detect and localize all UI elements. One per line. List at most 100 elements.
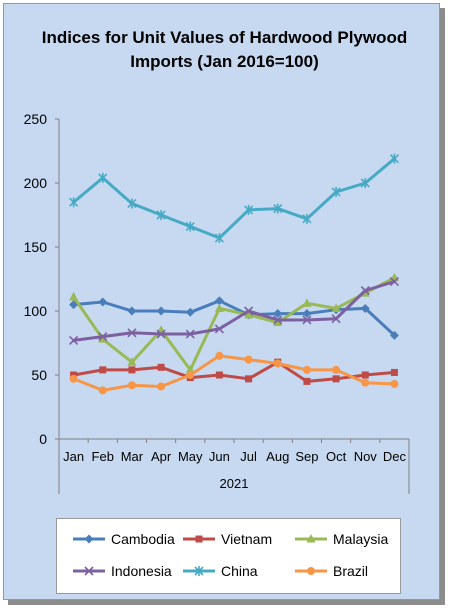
data-point-brazil bbox=[157, 382, 166, 391]
x-tick-label: Nov bbox=[354, 449, 378, 464]
data-point-cambodia bbox=[389, 330, 399, 340]
data-point-indonesia bbox=[360, 285, 370, 296]
data-point-indonesia bbox=[69, 335, 79, 346]
legend-swatch-indonesia bbox=[73, 566, 105, 576]
data-point-cambodia bbox=[273, 309, 283, 319]
x-tick-label: Jul bbox=[240, 449, 257, 464]
data-point-indonesia bbox=[185, 329, 195, 339]
data-point-indonesia bbox=[127, 328, 137, 338]
data-point-brazil bbox=[69, 374, 78, 383]
data-point-malaysia bbox=[331, 303, 341, 312]
legend-swatch-marker bbox=[306, 534, 316, 543]
legend-swatch-china bbox=[183, 566, 215, 576]
data-point-vietnam bbox=[361, 371, 369, 379]
legend-swatch-malaysia bbox=[295, 534, 327, 543]
data-point-brazil bbox=[332, 365, 341, 374]
legend-label: Vietnam bbox=[221, 531, 273, 547]
data-point-brazil bbox=[127, 381, 136, 390]
data-point-china bbox=[389, 153, 399, 164]
series-line-cambodia bbox=[72, 299, 396, 337]
data-point-cambodia bbox=[127, 306, 137, 316]
legend-label: Brazil bbox=[333, 563, 369, 579]
x-tick-label: Jan bbox=[63, 449, 84, 464]
legend-swatch-brazil bbox=[295, 567, 327, 575]
series-indonesia bbox=[69, 276, 399, 346]
data-point-indonesia bbox=[331, 314, 341, 324]
x-tick-label: May bbox=[178, 449, 203, 464]
data-point-china bbox=[302, 213, 312, 224]
x-tick-label: Jun bbox=[209, 449, 230, 464]
data-point-brazil bbox=[186, 371, 195, 379]
frame-shadow-right bbox=[440, 8, 445, 604]
legend-swatch-marker bbox=[84, 534, 94, 544]
x-tick-label: Mar bbox=[121, 449, 144, 464]
series-line-brazil bbox=[72, 354, 396, 392]
data-point-brazil bbox=[361, 378, 370, 387]
series-vietnam bbox=[70, 358, 398, 385]
data-point-cambodia bbox=[98, 297, 108, 307]
data-point-indonesia bbox=[156, 329, 166, 339]
data-point-cambodia bbox=[302, 309, 312, 319]
data-point-vietnam bbox=[390, 368, 398, 376]
y-tick-label: 250 bbox=[24, 111, 48, 127]
legend-label: Malaysia bbox=[333, 531, 389, 547]
data-point-indonesia bbox=[214, 324, 224, 334]
chart-title: Indices for Unit Values of Hardwood Plyw… bbox=[41, 28, 408, 71]
data-point-malaysia bbox=[185, 364, 195, 374]
data-point-malaysia bbox=[69, 291, 79, 301]
legend-swatch-cambodia bbox=[73, 534, 105, 544]
x-tick-label: Sep bbox=[295, 449, 318, 464]
data-point-indonesia bbox=[244, 306, 254, 316]
legend-item-vietnam: Vietnam bbox=[181, 529, 272, 549]
series-line-indonesia bbox=[72, 280, 396, 342]
y-tick-label: 50 bbox=[31, 367, 47, 383]
data-point-china bbox=[214, 233, 224, 244]
data-point-indonesia bbox=[98, 332, 108, 342]
data-point-china bbox=[185, 221, 195, 232]
y-tick-label: 0 bbox=[39, 431, 47, 447]
data-point-vietnam bbox=[128, 366, 136, 374]
data-point-vietnam bbox=[245, 375, 253, 383]
frame-shadow-bottom bbox=[8, 600, 445, 605]
data-point-china bbox=[244, 204, 254, 215]
series-line-vietnam bbox=[72, 360, 396, 383]
data-point-indonesia bbox=[273, 315, 283, 325]
y-tick-label: 150 bbox=[24, 239, 48, 255]
series-brazil bbox=[69, 351, 399, 395]
data-point-brazil bbox=[302, 365, 311, 374]
data-point-vietnam bbox=[99, 366, 107, 374]
data-point-indonesia bbox=[389, 276, 399, 287]
legend-item-malaysia: Malaysia bbox=[293, 529, 388, 549]
data-point-china bbox=[360, 178, 370, 188]
legend-swatch-marker bbox=[195, 535, 203, 543]
data-point-vietnam bbox=[303, 377, 311, 385]
data-point-china bbox=[331, 186, 341, 197]
data-point-brazil bbox=[273, 359, 282, 368]
data-point-malaysia bbox=[98, 334, 108, 343]
data-point-china bbox=[98, 172, 108, 183]
data-point-vietnam bbox=[157, 363, 165, 371]
legend-label: Cambodia bbox=[111, 531, 175, 547]
y-tick-label: 200 bbox=[24, 175, 48, 191]
x-tick-label: Aug bbox=[266, 449, 289, 464]
series-line-malaysia bbox=[72, 276, 396, 372]
data-point-malaysia bbox=[273, 317, 283, 327]
legend-label: China bbox=[221, 563, 258, 579]
x-tick-label: Dec bbox=[383, 449, 407, 464]
data-point-malaysia bbox=[244, 309, 254, 319]
data-point-cambodia bbox=[214, 296, 224, 306]
series-cambodia bbox=[69, 296, 399, 340]
legend-label: Indonesia bbox=[111, 563, 172, 579]
data-point-brazil bbox=[215, 351, 224, 360]
legend-swatch-vietnam bbox=[183, 535, 215, 543]
x-group-label: 2021 bbox=[220, 476, 249, 491]
data-point-china bbox=[273, 203, 283, 214]
data-point-cambodia bbox=[156, 306, 166, 316]
legend-item-china: China bbox=[181, 561, 258, 581]
legend-swatch-marker bbox=[84, 566, 94, 576]
data-point-china bbox=[127, 198, 137, 209]
chart-legend: Cambodia Vietnam Malaysia Indonesia China Bra… bbox=[56, 518, 401, 594]
legend-item-brazil: Brazil bbox=[293, 561, 368, 581]
data-point-vietnam bbox=[332, 375, 340, 383]
